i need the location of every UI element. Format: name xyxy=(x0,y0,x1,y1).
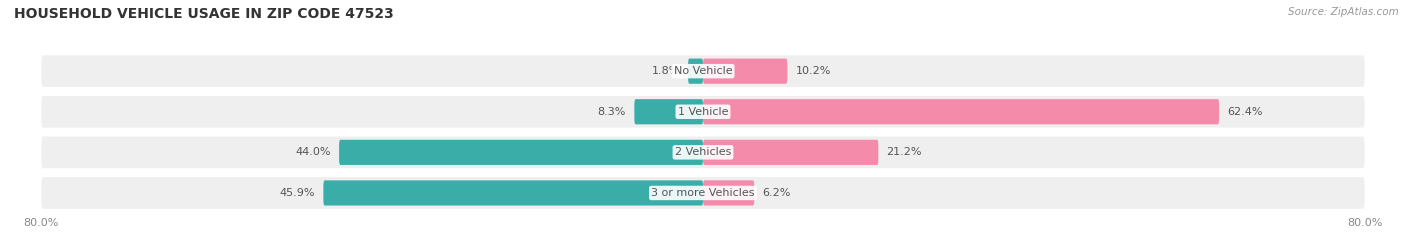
Text: 44.0%: 44.0% xyxy=(295,147,330,157)
Text: 62.4%: 62.4% xyxy=(1227,107,1263,117)
Text: 8.3%: 8.3% xyxy=(598,107,626,117)
Text: 10.2%: 10.2% xyxy=(796,66,831,76)
FancyBboxPatch shape xyxy=(703,58,787,84)
FancyBboxPatch shape xyxy=(41,55,1365,87)
FancyBboxPatch shape xyxy=(703,99,1219,124)
FancyBboxPatch shape xyxy=(41,136,1365,168)
FancyBboxPatch shape xyxy=(41,96,1365,128)
FancyBboxPatch shape xyxy=(339,140,703,165)
Text: 1 Vehicle: 1 Vehicle xyxy=(678,107,728,117)
Text: 2 Vehicles: 2 Vehicles xyxy=(675,147,731,157)
FancyBboxPatch shape xyxy=(41,177,1365,209)
FancyBboxPatch shape xyxy=(634,99,703,124)
FancyBboxPatch shape xyxy=(703,180,754,205)
Text: 45.9%: 45.9% xyxy=(280,188,315,198)
Text: HOUSEHOLD VEHICLE USAGE IN ZIP CODE 47523: HOUSEHOLD VEHICLE USAGE IN ZIP CODE 4752… xyxy=(14,7,394,21)
Text: 21.2%: 21.2% xyxy=(887,147,922,157)
FancyBboxPatch shape xyxy=(688,58,703,84)
Text: 6.2%: 6.2% xyxy=(762,188,792,198)
FancyBboxPatch shape xyxy=(323,180,703,205)
Text: 1.8%: 1.8% xyxy=(651,66,681,76)
FancyBboxPatch shape xyxy=(703,140,879,165)
Text: Source: ZipAtlas.com: Source: ZipAtlas.com xyxy=(1288,7,1399,17)
Text: 3 or more Vehicles: 3 or more Vehicles xyxy=(651,188,755,198)
Text: No Vehicle: No Vehicle xyxy=(673,66,733,76)
